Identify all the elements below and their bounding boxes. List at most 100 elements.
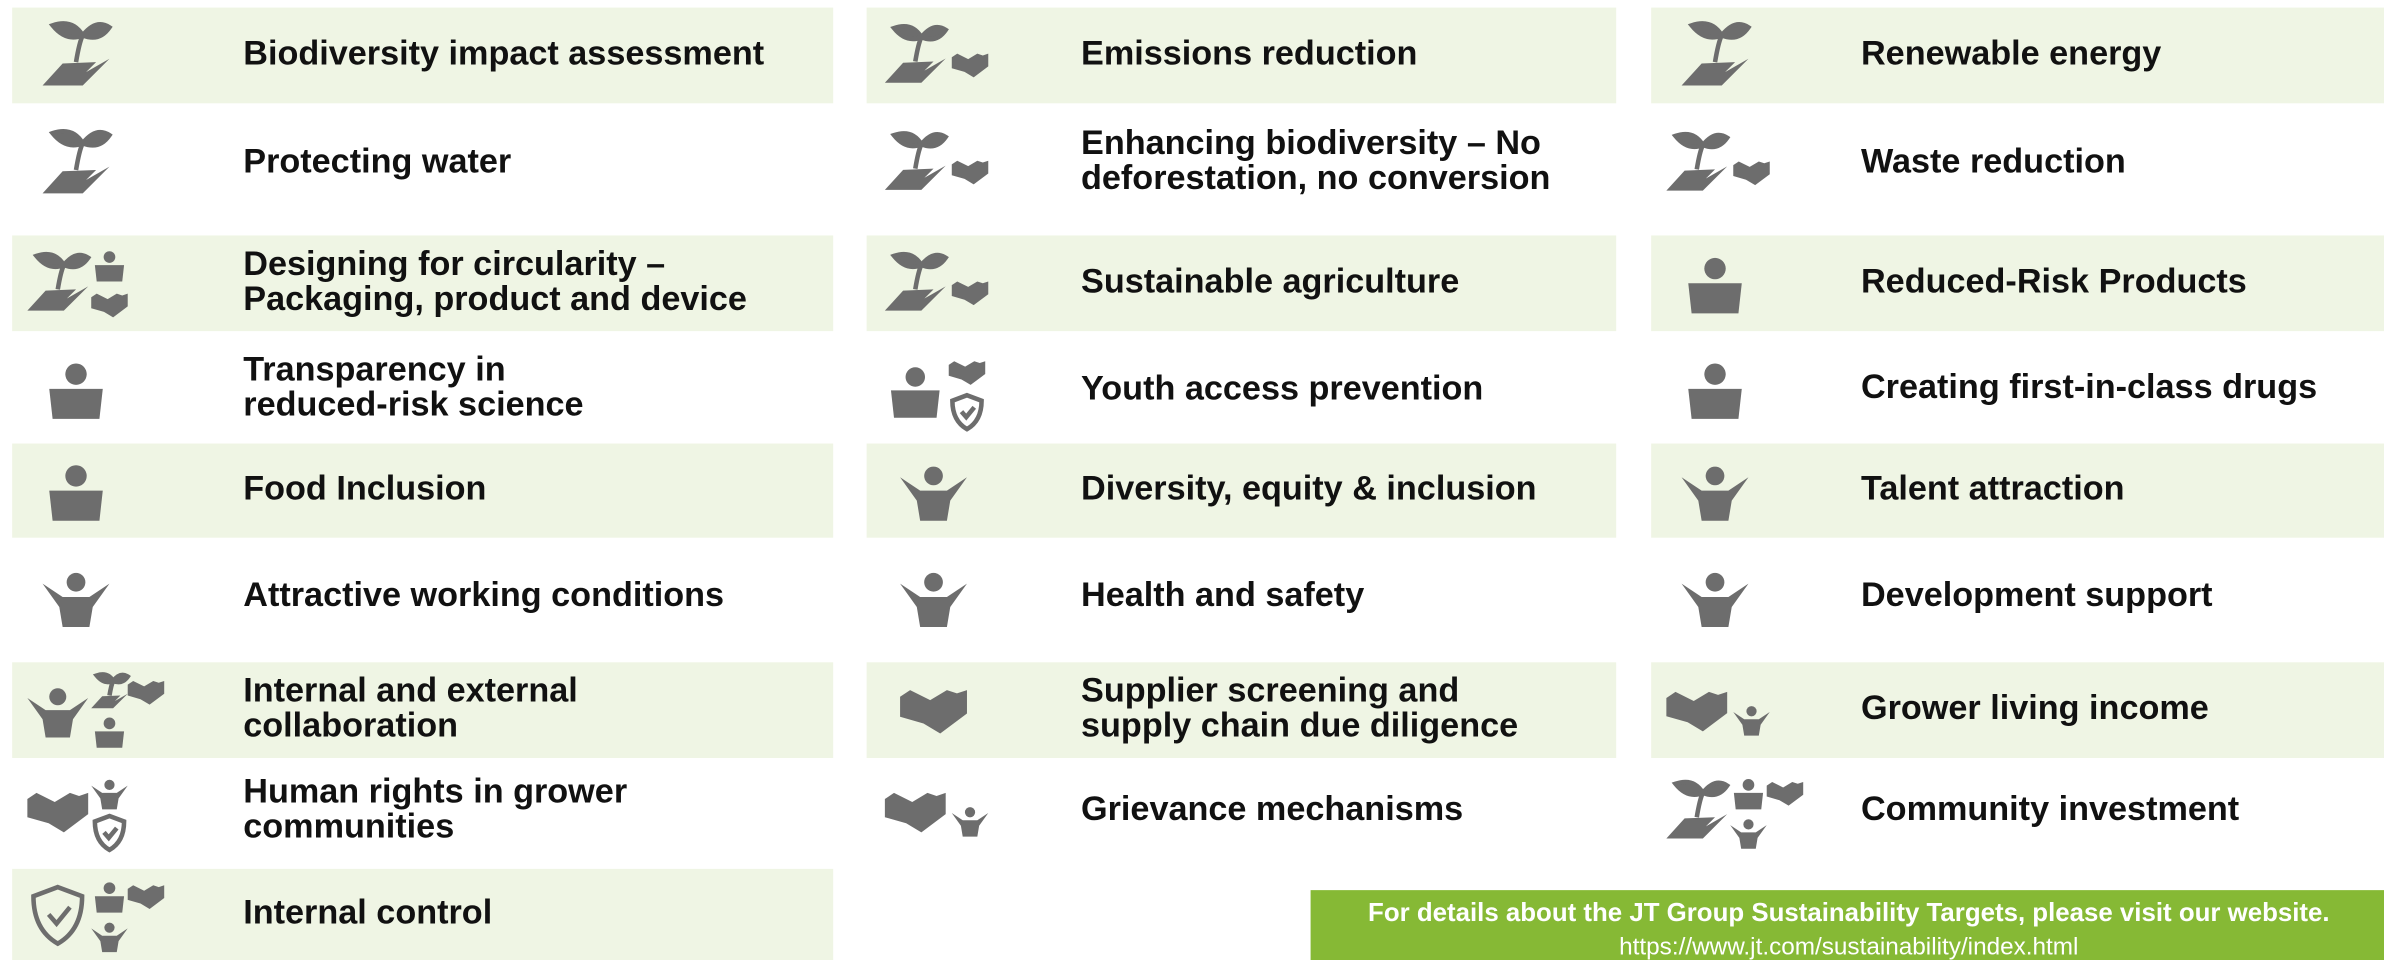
target-label: supply chain due diligence [1081, 707, 1518, 745]
row-bg [1651, 235, 2384, 332]
box-icon [94, 265, 125, 282]
bulb-icon [1704, 363, 1726, 385]
target-row: Waste reduction [1666, 131, 2126, 191]
person-body [91, 928, 128, 953]
person-body [1730, 825, 1767, 849]
hand-icon [1666, 814, 1728, 839]
plant-icon [1671, 779, 1731, 818]
target-label: Biodiversity impact assessment [243, 34, 764, 72]
box-icon [49, 490, 103, 521]
handshake-icon [1666, 691, 1728, 732]
target-label: Supplier screening and [1081, 672, 1459, 710]
box-icon [1688, 388, 1742, 419]
target-label: Emissions reduction [1081, 34, 1417, 72]
target-row: Health and safety [900, 572, 1364, 628]
row-bg [12, 662, 834, 758]
target-label: reduced-risk science [243, 385, 583, 423]
target-label: Enhancing biodiversity – No [1081, 124, 1541, 162]
person-head [924, 466, 943, 486]
row-bg [866, 7, 1617, 104]
plant-icon [1687, 21, 1752, 63]
target-label: Renewable energy [1861, 34, 2161, 72]
row-bg [12, 7, 834, 104]
handshake-icon [900, 690, 967, 734]
box-icon [1733, 792, 1764, 810]
person-head [1746, 706, 1757, 717]
hand-icon [884, 165, 946, 190]
target-label: Grievance mechanisms [1081, 790, 1463, 828]
bulb-icon [103, 882, 116, 895]
handshake-icon [884, 792, 946, 833]
plant-icon [890, 24, 949, 62]
target-label: Youth access prevention [1081, 369, 1483, 407]
target-label: Diversity, equity & inclusion [1081, 470, 1537, 508]
target-row: Diversity, equity & inclusion [866, 443, 1617, 538]
box-icon [94, 731, 125, 748]
target-label: Talent attraction [1861, 470, 2125, 508]
banner-link[interactable]: https://www.jt.com/sustainability/index.… [1619, 933, 2078, 960]
handshake-icon [1733, 161, 1770, 186]
target-label: Transparency in [243, 350, 505, 388]
banner-text: For details about the JT Group Sustainab… [1368, 899, 2330, 927]
person-body [42, 583, 110, 628]
target-row: Reduced-Risk Products [1651, 235, 2384, 332]
handshake-icon [127, 885, 165, 909]
target-row: Development support [1681, 572, 2213, 628]
row-bg [1651, 443, 2384, 538]
person-head [104, 779, 115, 790]
target-row: Sustainable agriculture [866, 235, 1617, 332]
target-label: collaboration [243, 707, 458, 745]
target-row: Biodiversity impact assessment [12, 7, 834, 104]
handshake-icon [127, 680, 165, 705]
person-body [27, 697, 89, 738]
bulb-icon [103, 717, 116, 730]
target-row: Renewable energy [1651, 7, 2384, 104]
banner [1310, 890, 2384, 960]
bulb-icon [65, 363, 87, 385]
row-bg [12, 443, 834, 538]
person-head [964, 807, 976, 818]
person-body [1681, 583, 1749, 628]
hand-icon [884, 58, 946, 83]
handshake-icon [951, 53, 989, 78]
target-label: Attractive working conditions [243, 576, 724, 614]
person-head [66, 572, 86, 592]
target-label: Grower living income [1861, 689, 2209, 727]
person-head [1705, 466, 1725, 486]
person-body [951, 812, 989, 837]
target-row: Designing for circularity –Packaging, pr… [12, 235, 834, 332]
hand-icon [42, 58, 110, 86]
target-label: communities [243, 808, 454, 846]
row-bg [12, 868, 834, 960]
target-row: Enhancing biodiversity – Nodeforestation… [884, 124, 1550, 197]
plant-icon [890, 131, 949, 169]
hand-icon [27, 286, 89, 311]
box-icon [1688, 283, 1742, 314]
bulb-icon [905, 367, 926, 387]
handshake-icon [1766, 781, 1804, 806]
target-row: Youth access prevention [890, 361, 1483, 432]
shield-icon [92, 813, 127, 853]
target-row: Internal control [12, 868, 834, 960]
target-label: Health and safety [1081, 576, 1364, 614]
target-label: Protecting water [243, 142, 511, 180]
row-bg [1651, 7, 2384, 104]
person-body [900, 583, 967, 628]
target-label: Development support [1861, 576, 2213, 614]
row-bg [12, 235, 834, 332]
target-row: Talent attraction [1651, 443, 2384, 538]
bulb-icon [1704, 257, 1726, 280]
target-row: Protecting water [42, 129, 511, 194]
target-label: Human rights in grower [243, 773, 627, 811]
hand-icon [884, 286, 946, 311]
shield-icon [31, 884, 85, 947]
bulb-icon [1742, 779, 1755, 791]
rows: Biodiversity impact assessment Protecting… [12, 7, 2384, 960]
target-label: Designing for circularity – [243, 245, 665, 283]
plant-icon [32, 251, 92, 290]
person-head [104, 922, 115, 933]
target-row: Creating first-in-class drugs [1688, 363, 2317, 419]
